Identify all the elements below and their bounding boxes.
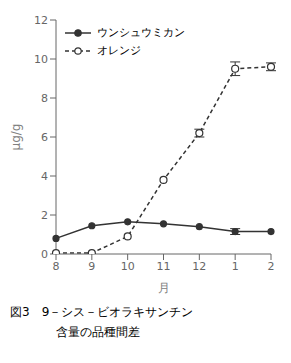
svg-text:11: 11: [157, 260, 171, 273]
svg-text:0: 0: [41, 248, 48, 261]
svg-text:4: 4: [41, 170, 48, 183]
svg-text:12: 12: [192, 260, 206, 273]
svg-text:8: 8: [53, 260, 60, 273]
html-text:図3 9－シス－ビオラキサンチン: 図3 9－シス－ビオラキサンチン: [10, 305, 194, 319]
svg-text:μg/g: μg/g: [9, 124, 23, 151]
svg-text:12: 12: [34, 14, 48, 27]
svg-text:2: 2: [268, 260, 275, 273]
html-text:ウンシュウミカン: ウンシュウミカン: [97, 26, 185, 39]
svg-text:6: 6: [41, 131, 48, 144]
html-text:オレンジ: オレンジ: [97, 44, 141, 57]
svg-text:10: 10: [121, 260, 135, 273]
svg-text:10: 10: [34, 53, 48, 66]
svg-text:8: 8: [41, 92, 48, 105]
svg-text:9: 9: [88, 260, 95, 273]
html-text:含量の品種間差: 含量の品種間差: [56, 325, 140, 339]
svg-text:月: 月: [158, 281, 170, 295]
svg-text:2: 2: [41, 209, 48, 222]
svg-text:1: 1: [232, 260, 239, 273]
